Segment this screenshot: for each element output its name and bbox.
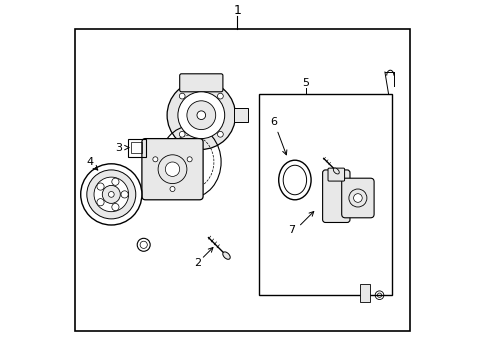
Circle shape — [97, 183, 104, 190]
Ellipse shape — [333, 168, 339, 174]
Text: 6: 6 — [269, 117, 276, 127]
Circle shape — [81, 164, 142, 225]
Circle shape — [121, 191, 128, 198]
Circle shape — [112, 178, 119, 185]
Circle shape — [108, 192, 114, 197]
Circle shape — [102, 185, 120, 203]
Text: 5: 5 — [302, 78, 308, 88]
Bar — [127, 139, 145, 157]
FancyBboxPatch shape — [179, 74, 223, 92]
Bar — [359, 284, 370, 302]
Circle shape — [179, 93, 185, 99]
Circle shape — [179, 131, 185, 137]
Circle shape — [165, 162, 179, 176]
Circle shape — [353, 194, 362, 202]
FancyBboxPatch shape — [327, 168, 344, 181]
Text: 4: 4 — [86, 157, 93, 167]
FancyBboxPatch shape — [341, 178, 373, 218]
FancyBboxPatch shape — [142, 139, 203, 200]
Circle shape — [112, 203, 119, 211]
Circle shape — [217, 131, 223, 137]
Bar — [75, 29, 409, 331]
Text: 7: 7 — [287, 225, 294, 235]
Circle shape — [170, 186, 175, 192]
Circle shape — [348, 189, 366, 207]
Bar — [233, 108, 247, 122]
Text: 1: 1 — [233, 4, 241, 17]
Circle shape — [153, 157, 158, 162]
Ellipse shape — [223, 252, 230, 259]
Circle shape — [186, 101, 215, 130]
Circle shape — [97, 199, 104, 206]
Bar — [258, 94, 391, 295]
Circle shape — [167, 81, 235, 149]
Circle shape — [94, 177, 128, 212]
Circle shape — [187, 157, 192, 162]
Circle shape — [87, 170, 136, 219]
Text: 2: 2 — [194, 258, 201, 268]
Text: 3: 3 — [115, 143, 122, 153]
FancyBboxPatch shape — [322, 170, 349, 222]
Circle shape — [158, 155, 186, 184]
Circle shape — [197, 111, 205, 120]
Circle shape — [217, 93, 223, 99]
Circle shape — [178, 92, 224, 139]
Bar — [131, 142, 142, 153]
